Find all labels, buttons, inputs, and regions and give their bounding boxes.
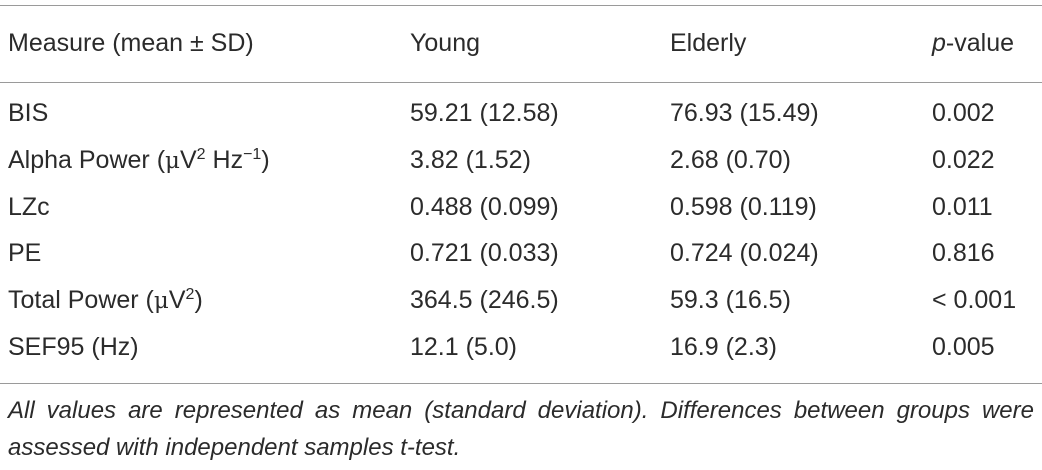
table-row: BIS 59.21 (12.58) 76.93 (15.49) 0.002: [0, 90, 1042, 136]
cell-elderly: 59.3 (16.5): [670, 286, 791, 314]
table-row: Total Power (μV2) 364.5 (246.5) 59.3 (16…: [0, 277, 1042, 323]
cell-young: 59.21 (12.58): [410, 99, 559, 127]
header-p-value: p-value: [932, 28, 1014, 58]
header-p-rest: -value: [945, 29, 1014, 57]
measure-mu: μ: [153, 288, 169, 314]
measure-sup: 2: [196, 146, 206, 163]
measure-sup-2: −1: [243, 146, 262, 163]
cell-elderly: 0.724 (0.024): [670, 239, 819, 267]
cell-p-value: 0.022: [932, 146, 995, 174]
measure-unit: V: [168, 286, 186, 314]
cell-measure: BIS: [8, 99, 49, 127]
cell-young: 364.5 (246.5): [410, 286, 559, 314]
table-row: Alpha Power (μV2 Hz−1) 3.82 (1.52) 2.68 …: [0, 137, 1042, 183]
cell-measure: Total Power (μV2): [8, 285, 203, 316]
cell-young: 3.82 (1.52): [410, 146, 531, 174]
cell-p-value: 0.002: [932, 99, 995, 127]
cell-p-value: 0.816: [932, 239, 995, 267]
measure-prefix: Alpha Power (: [8, 146, 166, 174]
measure-suffix: ): [194, 286, 203, 314]
measure-mu: μ: [165, 148, 180, 174]
measure-sup: 2: [185, 286, 195, 303]
cell-measure: Alpha Power (μV2 Hz−1): [8, 145, 270, 176]
table-row: SEF95 (Hz) 12.1 (5.0) 16.9 (2.3) 0.005: [0, 324, 1042, 370]
table-bottom-rule: [0, 383, 1042, 384]
table-row: PE 0.721 (0.033) 0.724 (0.024) 0.816: [0, 230, 1042, 276]
header-measure: Measure (mean ± SD): [8, 29, 254, 57]
cell-elderly: 2.68 (0.70): [670, 146, 791, 174]
table-header-row: Measure (mean ± SD) Young Elderly p-valu…: [0, 20, 1042, 66]
cell-measure: LZc: [8, 193, 50, 221]
cell-young: 0.721 (0.033): [410, 239, 559, 267]
table-footnote: All values are represented as mean (stan…: [8, 397, 1034, 461]
cell-measure: SEF95 (Hz): [8, 333, 139, 361]
table-header-rule: [0, 82, 1042, 83]
cell-p-value: < 0.001: [932, 286, 1017, 314]
header-young: Young: [410, 29, 480, 57]
cell-elderly: 16.9 (2.3): [670, 333, 778, 361]
cell-young: 12.1 (5.0): [410, 333, 518, 361]
measure-unit: V: [179, 146, 197, 174]
measure-suffix: ): [261, 146, 270, 174]
header-p-italic: p: [932, 29, 946, 57]
table-row: LZc 0.488 (0.099) 0.598 (0.119) 0.011: [0, 184, 1042, 230]
measure-unit-2: Hz: [205, 146, 244, 174]
cell-young: 0.488 (0.099): [410, 193, 559, 221]
header-elderly: Elderly: [670, 29, 747, 57]
cell-p-value: 0.011: [932, 193, 993, 221]
cell-measure: PE: [8, 239, 42, 267]
measure-prefix: Total Power (: [8, 286, 154, 314]
cell-p-value: 0.005: [932, 333, 995, 361]
cell-elderly: 0.598 (0.119): [670, 193, 817, 221]
cell-elderly: 76.93 (15.49): [670, 99, 819, 127]
table-top-rule: [0, 5, 1042, 6]
